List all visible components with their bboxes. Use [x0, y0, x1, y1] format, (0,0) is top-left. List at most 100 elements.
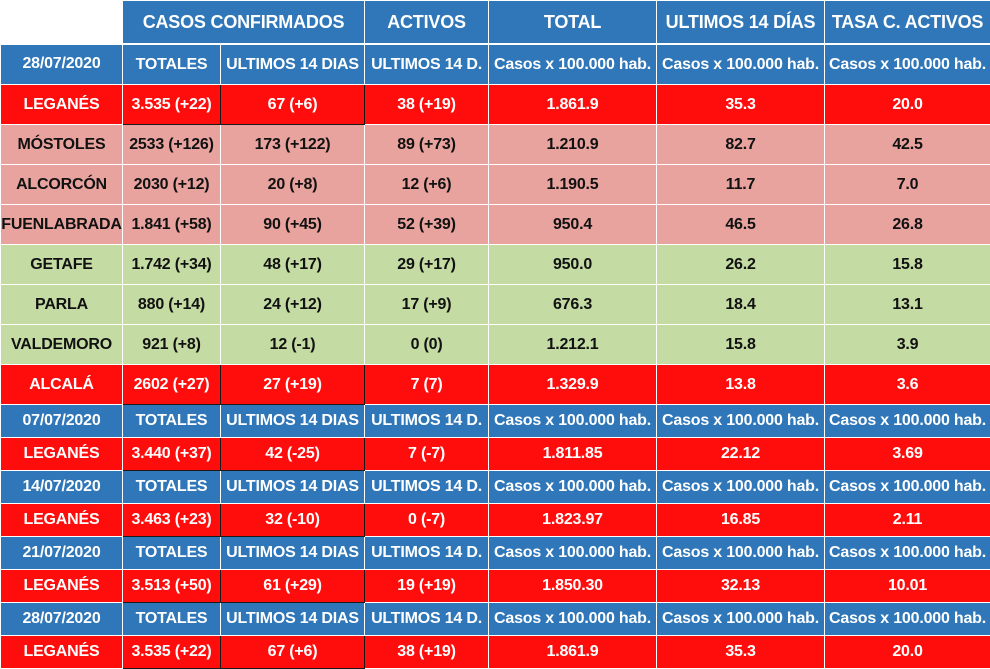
activos-cell: 52 (+39) [365, 205, 489, 245]
totales-cell: 2533 (+126) [123, 125, 221, 165]
casos-per-100k-activos-subheader: Casos x 100.000 hab. [825, 471, 990, 504]
tasa-activos-cell: 20.0 [825, 85, 990, 125]
tasa-activos-cell: 20.0 [825, 636, 990, 669]
activos-cell: 0 (-7) [365, 504, 489, 537]
casos-per-100k-14d-subheader: Casos x 100.000 hab. [657, 405, 825, 438]
total-rate-cell: 1.190.5 [489, 165, 657, 205]
tasa-activos-cell: 10.01 [825, 570, 990, 603]
city-name-cell: PARLA [1, 285, 123, 325]
totales-cell: 1.742 (+34) [123, 245, 221, 285]
city-name-cell: ALCORCÓN [1, 165, 123, 205]
ultimos-14-dias-subheader: ULTIMOS 14 DIAS [221, 471, 365, 504]
rate-14-dias-cell: 16.85 [657, 504, 825, 537]
ultimos-14-d-subheader: ULTIMOS 14 D. [365, 405, 489, 438]
top-header-blank-cell [1, 1, 123, 45]
tasa-activos-cell: 2.11 [825, 504, 990, 537]
rate-14-dias-cell: 35.3 [657, 636, 825, 669]
activos-cell: 12 (+6) [365, 165, 489, 205]
casos-per-100k-14d-subheader: Casos x 100.000 hab. [657, 603, 825, 636]
date-header-cell: 21/07/2020 [1, 537, 123, 570]
tasa-activos-cell: 3.69 [825, 438, 990, 471]
city-name-cell: GETAFE [1, 245, 123, 285]
casos-per-100k-activos-subheader: Casos x 100.000 hab. [825, 44, 990, 85]
activos-cell: 89 (+73) [365, 125, 489, 165]
totales-cell: 3.513 (+50) [123, 570, 221, 603]
totales-cell: 3.535 (+22) [123, 85, 221, 125]
ultimos-14-dias-cell: 20 (+8) [221, 165, 365, 205]
casos-per-100k-total-subheader: Casos x 100.000 hab. [489, 405, 657, 438]
totales-cell: 2602 (+27) [123, 365, 221, 405]
rate-14-dias-cell: 15.8 [657, 325, 825, 365]
city-name-cell: VALDEMORO [1, 325, 123, 365]
ultimos-14-d-subheader: ULTIMOS 14 D. [365, 44, 489, 85]
ultimos-14-dias-subheader: ULTIMOS 14 DIAS [221, 405, 365, 438]
totales-subheader: TOTALES [123, 44, 221, 85]
ultimos-14-dias-cell: 27 (+19) [221, 365, 365, 405]
casos-per-100k-total-subheader: Casos x 100.000 hab. [489, 537, 657, 570]
tasa-activos-cell: 26.8 [825, 205, 990, 245]
date-header-cell: 28/07/2020 [1, 603, 123, 636]
city-name-cell: ALCALÁ [1, 365, 123, 405]
totales-cell: 880 (+14) [123, 285, 221, 325]
casos-per-100k-total-subheader: Casos x 100.000 hab. [489, 603, 657, 636]
ultimos-14-dias-cell: 61 (+29) [221, 570, 365, 603]
casos-per-100k-activos-subheader: Casos x 100.000 hab. [825, 537, 990, 570]
rate-14-dias-cell: 82.7 [657, 125, 825, 165]
totales-subheader: TOTALES [123, 405, 221, 438]
rate-14-dias-cell: 22.12 [657, 438, 825, 471]
casos-confirmados-header: CASOS CONFIRMADOS [123, 1, 365, 45]
city-name-cell: LEGANÉS [1, 636, 123, 669]
city-name-cell: LEGANÉS [1, 438, 123, 471]
activos-cell: 38 (+19) [365, 636, 489, 669]
city-name-cell: LEGANÉS [1, 570, 123, 603]
tasa-c-activos-header: TASA C. ACTIVOS [825, 1, 990, 45]
casos-per-100k-total-subheader: Casos x 100.000 hab. [489, 471, 657, 504]
activos-cell: 17 (+9) [365, 285, 489, 325]
date-header-cell: 28/07/2020 [1, 44, 123, 85]
activos-cell: 29 (+17) [365, 245, 489, 285]
total-rate-cell: 950.0 [489, 245, 657, 285]
casos-per-100k-total-subheader: Casos x 100.000 hab. [489, 44, 657, 85]
ultimos-14-dias-cell: 173 (+122) [221, 125, 365, 165]
total-rate-cell: 1.861.9 [489, 636, 657, 669]
rate-14-dias-cell: 13.8 [657, 365, 825, 405]
city-name-cell: MÓSTOLES [1, 125, 123, 165]
totales-subheader: TOTALES [123, 471, 221, 504]
activos-cell: 19 (+19) [365, 570, 489, 603]
total-rate-cell: 1.823.97 [489, 504, 657, 537]
tasa-activos-cell: 3.9 [825, 325, 990, 365]
date-header-cell: 14/07/2020 [1, 471, 123, 504]
totales-cell: 2030 (+12) [123, 165, 221, 205]
ultimos-14-dias-cell: 67 (+6) [221, 636, 365, 669]
ultimos-14-dias-cell: 67 (+6) [221, 85, 365, 125]
casos-per-100k-14d-subheader: Casos x 100.000 hab. [657, 537, 825, 570]
total-rate-cell: 1.210.9 [489, 125, 657, 165]
rate-14-dias-cell: 46.5 [657, 205, 825, 245]
ultimos-14-dias-cell: 24 (+12) [221, 285, 365, 325]
total-rate-cell: 1.329.9 [489, 365, 657, 405]
total-rate-cell: 1.861.9 [489, 85, 657, 125]
city-name-cell: LEGANÉS [1, 504, 123, 537]
casos-per-100k-14d-subheader: Casos x 100.000 hab. [657, 471, 825, 504]
totales-cell: 1.841 (+58) [123, 205, 221, 245]
ultimos-14-dias-cell: 12 (-1) [221, 325, 365, 365]
ultimos-14-dias-subheader: ULTIMOS 14 DIAS [221, 537, 365, 570]
date-header-cell: 07/07/2020 [1, 405, 123, 438]
tasa-activos-cell: 15.8 [825, 245, 990, 285]
rate-14-dias-cell: 11.7 [657, 165, 825, 205]
total-header: TOTAL [489, 1, 657, 45]
casos-per-100k-14d-subheader: Casos x 100.000 hab. [657, 44, 825, 85]
total-rate-cell: 676.3 [489, 285, 657, 325]
tasa-activos-cell: 3.6 [825, 365, 990, 405]
totales-cell: 3.440 (+37) [123, 438, 221, 471]
activos-cell: 7 (7) [365, 365, 489, 405]
